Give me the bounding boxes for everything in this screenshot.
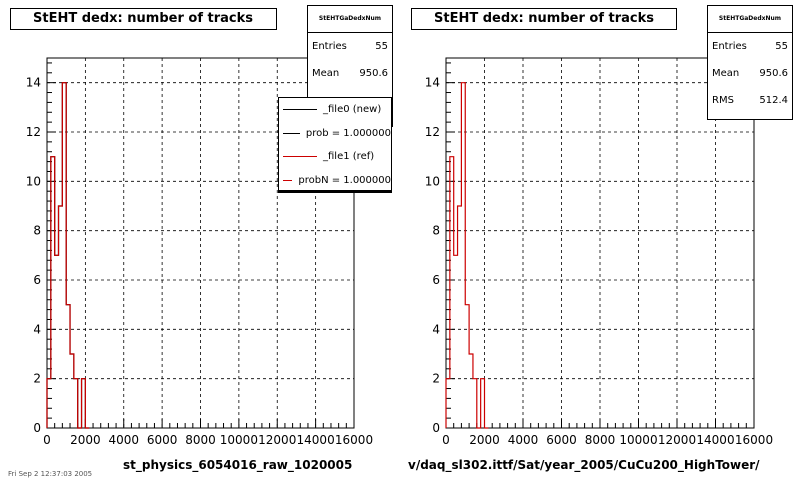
right-stats-rms: RMS 512.4 — [712, 95, 788, 106]
y-tick-label: 14 — [425, 76, 440, 90]
x-tick-label: 2000 — [70, 433, 101, 447]
y-tick-label: 0 — [33, 421, 41, 435]
histogram-series-0 — [46, 82, 90, 429]
legend-entry-probn: probN = 1.000000 — [279, 169, 391, 191]
x-tick-label: 14000 — [696, 433, 734, 447]
right-stats-header: StEHTGaDedxNum — [708, 6, 792, 33]
x-tick-label: 12000 — [658, 433, 696, 447]
y-tick-label: 8 — [33, 224, 41, 238]
footer-timestamp: Fri Sep 2 12:37:03 2005 — [8, 470, 93, 478]
x-tick-label: 0 — [442, 433, 450, 447]
left-legend: _file0 (new) prob = 1.000000 _file1 (ref… — [278, 97, 392, 193]
x-tick-label: 12000 — [258, 433, 296, 447]
y-tick-label: 12 — [425, 125, 440, 139]
right-plot: 0 2000 4000 6000 8000 10000 12000 14000 16000 0 2 4… — [425, 57, 773, 447]
x-tick-label: 16000 — [735, 433, 773, 447]
x-tick-label: 2000 — [469, 433, 500, 447]
left-panel: 0 2000 4000 6000 8000 10000 12000 14000 16000 0 2 4… — [8, 5, 393, 478]
left-plot: 0 2000 4000 6000 8000 10000 12000 14000 16000 0 2 4… — [26, 57, 373, 447]
x-tick-label: 8000 — [585, 433, 616, 447]
y-tick-label: 6 — [432, 273, 440, 287]
right-stats-entries: Entries 55 — [712, 41, 788, 52]
histogram-series-0 — [445, 82, 489, 429]
y-tick-label: 2 — [33, 372, 41, 386]
x-tick-label: 4000 — [108, 433, 139, 447]
y-tick-label: 14 — [26, 76, 41, 90]
right-stats-mean: Mean 950.6 — [712, 68, 788, 79]
y-tick-label: 0 — [432, 421, 440, 435]
y-tick-label: 2 — [432, 372, 440, 386]
x-tick-label: 6000 — [546, 433, 577, 447]
y-tick-label: 4 — [432, 322, 440, 336]
y-tick-label: 12 — [26, 125, 41, 139]
x-tick-label: 10000 — [220, 433, 258, 447]
left-stats-header: StEHTGaDedxNum — [308, 6, 392, 33]
x-tick-label: 6000 — [147, 433, 178, 447]
x-tick-label: 10000 — [619, 433, 657, 447]
left-stats-mean: Mean 950.6 — [312, 68, 388, 79]
y-tick-label: 10 — [26, 174, 41, 188]
x-tick-label: 14000 — [297, 433, 335, 447]
left-stats-entries: Entries 55 — [312, 41, 388, 52]
x-tick-label: 0 — [43, 433, 51, 447]
x-tick-label: 8000 — [185, 433, 216, 447]
y-tick-label: 4 — [33, 322, 41, 336]
right-stats-box: StEHTGaDedxNum Entries 55 Mean 950.6 RMS 51… — [707, 5, 793, 120]
right-title: StEHT dedx: number of tracks — [411, 8, 677, 30]
y-tick-label: 8 — [432, 224, 440, 238]
histogram-series-1 — [46, 82, 90, 429]
right-panel: 0 2000 4000 6000 8000 10000 12000 14000 16000 0 2 4… — [400, 0, 800, 480]
left-x-caption: st_physics_6054016_raw_1020005 — [123, 458, 353, 472]
legend-entry-ref: _file1 (ref) — [279, 145, 391, 169]
y-tick-label: 6 — [33, 273, 41, 287]
right-x-caption: v/daq_sl302.ittf/Sat/year_2005/CuCu200_H… — [408, 458, 760, 472]
legend-entry-new: _file0 (new) — [279, 98, 391, 122]
x-tick-label: 16000 — [335, 433, 373, 447]
y-tick-label: 10 — [425, 174, 440, 188]
legend-entry-prob: prob = 1.000000 — [279, 122, 391, 146]
left-title: StEHT dedx: number of tracks — [10, 8, 277, 30]
x-tick-label: 4000 — [508, 433, 539, 447]
